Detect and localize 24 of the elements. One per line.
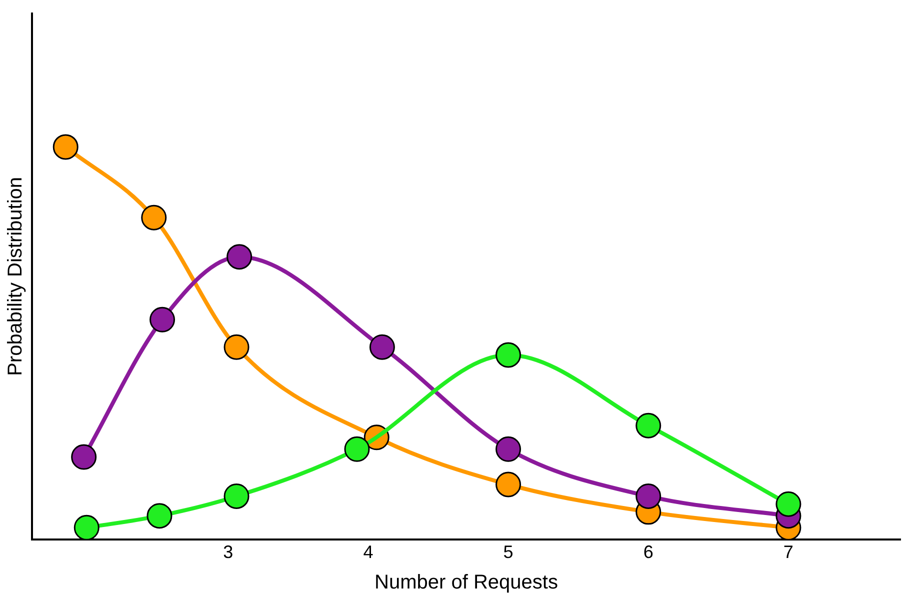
point xyxy=(74,514,100,540)
point xyxy=(369,334,395,360)
x-tick-label: 5 xyxy=(503,542,514,562)
x-tick-label: 7 xyxy=(783,542,794,562)
x-tick-label: 3 xyxy=(223,542,234,562)
x-tick-label: 6 xyxy=(643,542,654,562)
point xyxy=(52,134,78,160)
point xyxy=(226,244,252,270)
x-tick-label: 4 xyxy=(363,542,374,562)
point xyxy=(224,483,250,509)
point xyxy=(496,436,522,462)
point xyxy=(496,342,522,368)
point xyxy=(224,334,250,360)
point xyxy=(636,412,662,438)
point xyxy=(141,204,167,230)
x-axis-title: Number of Requests xyxy=(374,572,558,594)
point xyxy=(146,503,172,529)
point xyxy=(344,436,370,462)
point xyxy=(496,472,522,498)
y-axis-title: Probability Distribution xyxy=(4,176,27,376)
point xyxy=(636,483,662,509)
point xyxy=(71,444,97,470)
point xyxy=(150,306,176,332)
point xyxy=(776,491,802,517)
